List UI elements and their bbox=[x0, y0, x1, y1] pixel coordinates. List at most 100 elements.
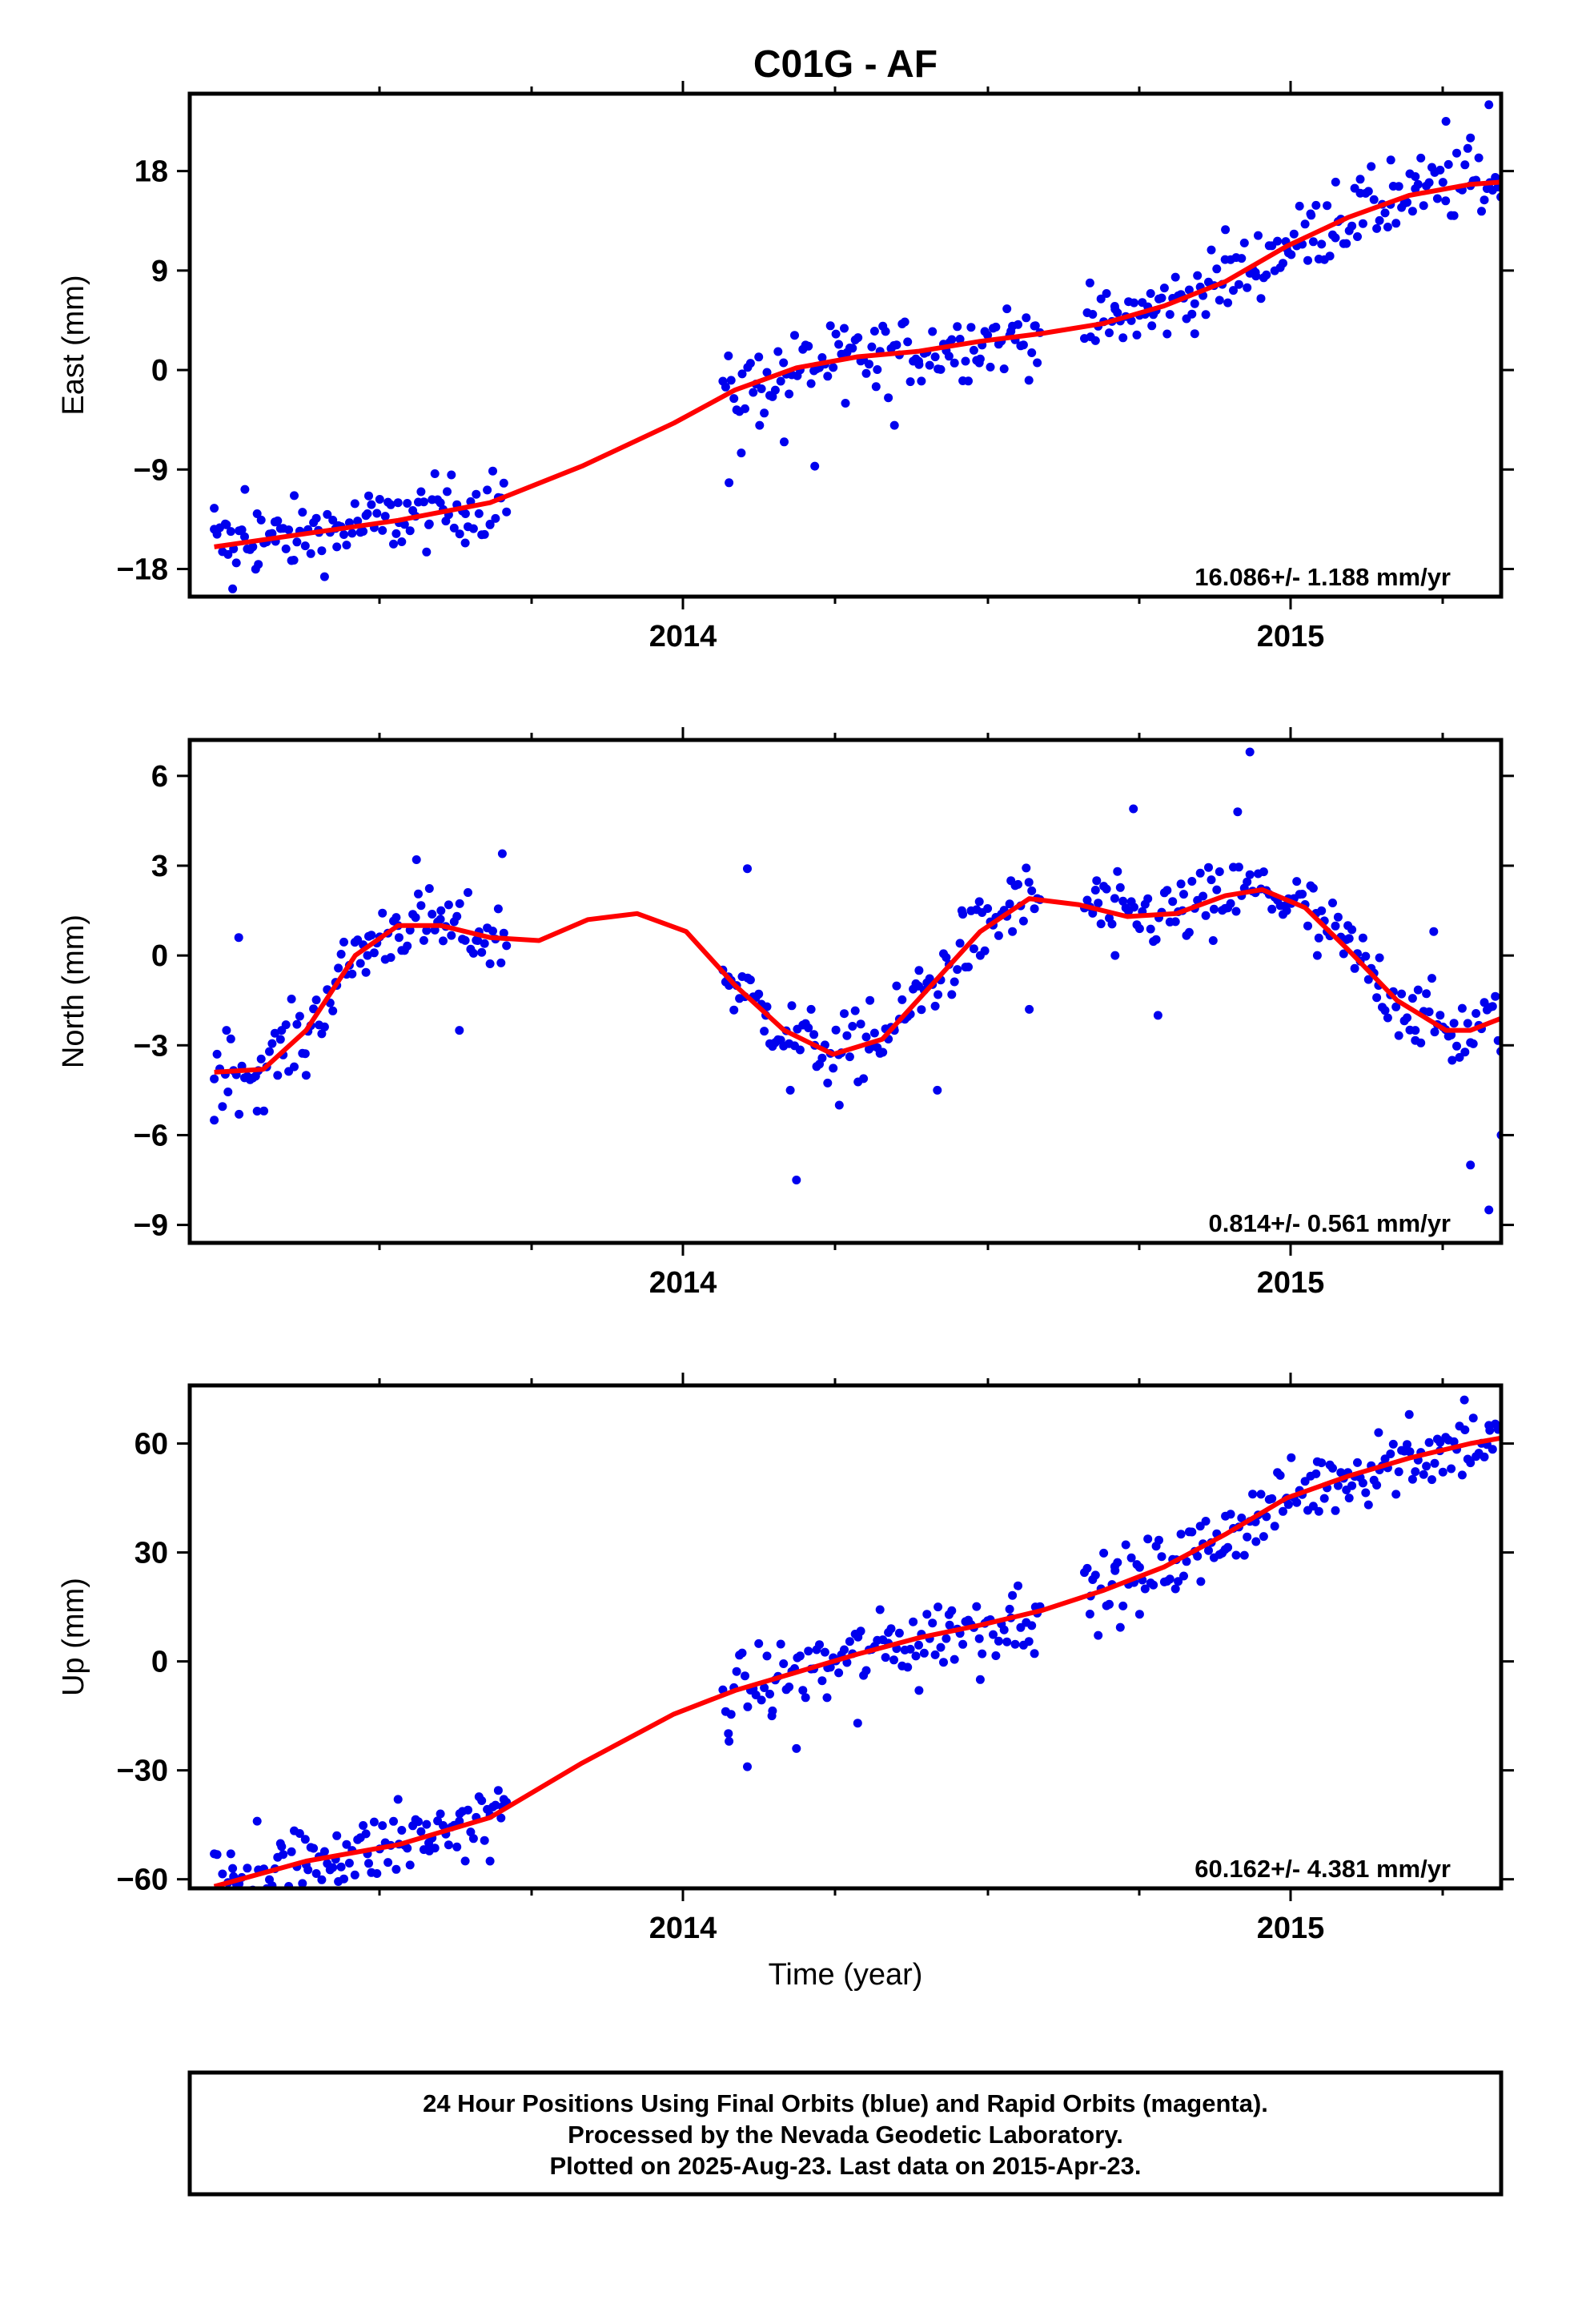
data-point bbox=[1361, 951, 1371, 961]
data-point bbox=[845, 1637, 854, 1647]
data-point bbox=[1463, 143, 1472, 153]
data-point bbox=[436, 915, 445, 924]
data-point bbox=[1404, 1409, 1414, 1419]
data-point bbox=[447, 931, 456, 940]
data-point bbox=[953, 322, 962, 332]
x-tick-label: 2014 bbox=[649, 620, 717, 653]
data-point bbox=[983, 904, 993, 913]
data-point bbox=[332, 542, 342, 552]
data-point bbox=[1355, 175, 1365, 184]
data-point bbox=[1308, 237, 1318, 247]
data-point bbox=[1460, 1395, 1469, 1405]
data-point bbox=[1233, 807, 1243, 817]
data-point bbox=[364, 491, 373, 501]
data-point bbox=[468, 524, 478, 533]
data-point bbox=[256, 515, 266, 525]
data-point bbox=[1239, 1550, 1249, 1560]
data-point bbox=[1086, 332, 1095, 342]
data-point bbox=[1411, 1026, 1420, 1035]
data-point bbox=[474, 509, 484, 518]
data-point bbox=[1438, 178, 1447, 187]
data-point bbox=[218, 1869, 227, 1879]
data-point bbox=[928, 1618, 938, 1628]
data-point bbox=[773, 347, 783, 356]
data-point bbox=[928, 327, 938, 336]
data-point bbox=[795, 1651, 805, 1661]
data-point bbox=[1347, 1481, 1357, 1490]
data-point bbox=[290, 1062, 299, 1072]
data-point bbox=[424, 520, 433, 529]
data-point bbox=[1014, 320, 1022, 329]
data-point bbox=[389, 1816, 398, 1826]
data-point bbox=[259, 1106, 269, 1116]
data-point bbox=[1325, 251, 1335, 261]
data-point bbox=[834, 340, 844, 349]
data-point bbox=[886, 1624, 896, 1634]
data-point bbox=[430, 469, 440, 478]
north-points bbox=[210, 747, 1501, 1215]
y-tick-label: 0 bbox=[151, 354, 168, 388]
data-point bbox=[1215, 296, 1224, 305]
data-point bbox=[397, 537, 407, 546]
data-point bbox=[729, 394, 739, 404]
data-point bbox=[226, 1849, 235, 1859]
data-point bbox=[831, 329, 841, 339]
data-point bbox=[1369, 195, 1379, 204]
data-point bbox=[414, 889, 423, 899]
data-point bbox=[1221, 225, 1231, 235]
data-point bbox=[1130, 903, 1138, 912]
data-point bbox=[1429, 927, 1439, 936]
data-point bbox=[1273, 236, 1283, 246]
data-point bbox=[1353, 1458, 1362, 1467]
data-point bbox=[339, 530, 348, 539]
data-point bbox=[1118, 896, 1128, 906]
data-point bbox=[1204, 1546, 1213, 1555]
data-point bbox=[1094, 899, 1103, 908]
data-point bbox=[806, 379, 816, 388]
data-point bbox=[881, 1653, 890, 1663]
data-point bbox=[391, 913, 401, 923]
data-point bbox=[1165, 1574, 1174, 1584]
data-point bbox=[1477, 207, 1486, 216]
data-point bbox=[361, 1829, 371, 1839]
data-point bbox=[502, 507, 512, 517]
data-point bbox=[369, 1817, 379, 1827]
data-point bbox=[1193, 1551, 1203, 1561]
footer-line-2: Processed by the Nevada Geodetic Laborat… bbox=[568, 2121, 1123, 2149]
data-point bbox=[1024, 1637, 1034, 1647]
data-point bbox=[1168, 897, 1178, 907]
data-point bbox=[939, 1658, 948, 1667]
data-point bbox=[999, 364, 1009, 374]
data-point bbox=[1314, 1506, 1323, 1516]
data-point bbox=[428, 910, 437, 919]
data-point bbox=[861, 1032, 871, 1042]
data-point bbox=[867, 342, 877, 352]
data-point bbox=[502, 941, 512, 951]
data-point bbox=[1090, 1570, 1100, 1580]
data-point bbox=[1006, 327, 1016, 336]
data-point bbox=[804, 1023, 813, 1032]
data-point bbox=[1391, 1002, 1401, 1011]
data-point bbox=[1388, 1439, 1398, 1449]
data-point bbox=[1394, 182, 1403, 191]
data-point bbox=[1488, 1002, 1497, 1011]
data-point bbox=[909, 1617, 918, 1626]
data-point bbox=[491, 513, 500, 523]
data-point bbox=[806, 1004, 816, 1014]
data-point bbox=[1292, 1498, 1302, 1507]
data-point bbox=[256, 1054, 266, 1063]
y-axis-label: North (mm) bbox=[57, 915, 90, 1068]
data-point bbox=[1231, 1550, 1241, 1560]
y-axis-label: Up (mm) bbox=[57, 1578, 90, 1696]
data-point bbox=[210, 504, 219, 513]
data-point bbox=[853, 333, 863, 343]
data-point bbox=[972, 1602, 982, 1611]
data-point bbox=[1413, 985, 1423, 995]
data-point bbox=[1441, 117, 1451, 126]
data-point bbox=[1386, 155, 1395, 165]
data-point bbox=[1030, 1649, 1039, 1659]
data-point bbox=[309, 1004, 319, 1014]
data-point bbox=[292, 1019, 302, 1029]
y-tick-label: 6 bbox=[151, 760, 168, 794]
data-point bbox=[480, 1835, 489, 1845]
